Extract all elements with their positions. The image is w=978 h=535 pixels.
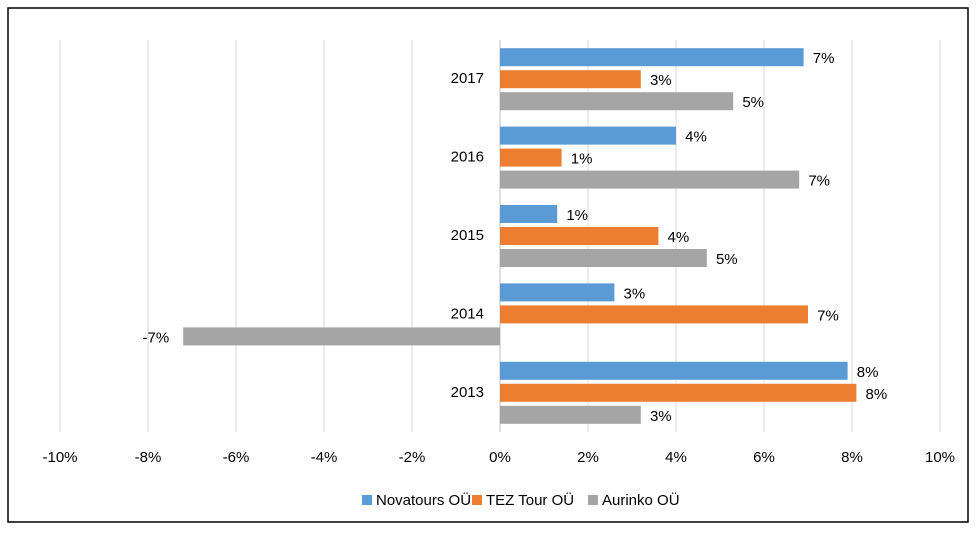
- value-label: 4%: [668, 229, 690, 246]
- bar: [183, 327, 500, 346]
- legend-label: TEZ Tour OÜ: [486, 491, 574, 509]
- y-tick-label: 2015: [451, 227, 484, 244]
- value-label: 7%: [817, 307, 839, 324]
- bar: [500, 148, 562, 167]
- value-label: -7%: [143, 329, 170, 346]
- value-label: 3%: [624, 285, 646, 302]
- value-label: 5%: [742, 94, 764, 111]
- bar: [500, 361, 848, 380]
- value-label: 7%: [813, 50, 835, 67]
- bar: [500, 383, 857, 402]
- value-label: 5%: [716, 251, 738, 268]
- bar: [500, 305, 808, 324]
- legend-label: Novatours OÜ: [376, 491, 471, 509]
- x-tick-label: 6%: [753, 449, 775, 466]
- y-tick-label: 2013: [451, 384, 484, 401]
- legend-swatch: [362, 495, 372, 505]
- bar: [500, 126, 676, 145]
- value-label: 1%: [571, 151, 593, 168]
- value-label: 8%: [857, 364, 879, 381]
- bar: [500, 405, 641, 424]
- bar: [500, 205, 558, 223]
- x-tick-label: -6%: [223, 449, 250, 466]
- legend-swatch: [588, 495, 598, 505]
- value-label: 7%: [808, 173, 830, 190]
- value-label: 4%: [685, 129, 707, 146]
- x-tick-label: 4%: [665, 449, 687, 466]
- x-tick-label: 0%: [489, 449, 511, 466]
- y-tick-label: 2014: [451, 305, 484, 322]
- legend-swatch: [472, 495, 482, 505]
- x-tick-label: 2%: [577, 449, 599, 466]
- x-tick-label: -10%: [42, 449, 77, 466]
- x-tick-label: -4%: [311, 449, 338, 466]
- bar: [500, 283, 615, 302]
- bar: [500, 227, 659, 245]
- value-label: 3%: [650, 408, 672, 425]
- frame: [7, 7, 969, 523]
- x-tick-label: -2%: [399, 449, 426, 466]
- x-tick-label: -8%: [135, 449, 162, 466]
- y-tick-label: 2017: [451, 70, 484, 87]
- legend-label: Aurinko OÜ: [602, 491, 680, 509]
- bar: [500, 249, 707, 267]
- value-label: 3%: [650, 72, 672, 89]
- bar: [500, 48, 804, 67]
- value-label: 1%: [566, 207, 588, 224]
- bar: [500, 70, 641, 89]
- x-tick-label: 10%: [925, 449, 955, 466]
- bar: [500, 170, 800, 189]
- x-tick-label: 8%: [841, 449, 863, 466]
- y-tick-label: 2016: [451, 149, 484, 166]
- value-label: 8%: [866, 386, 888, 403]
- bar: [500, 92, 734, 111]
